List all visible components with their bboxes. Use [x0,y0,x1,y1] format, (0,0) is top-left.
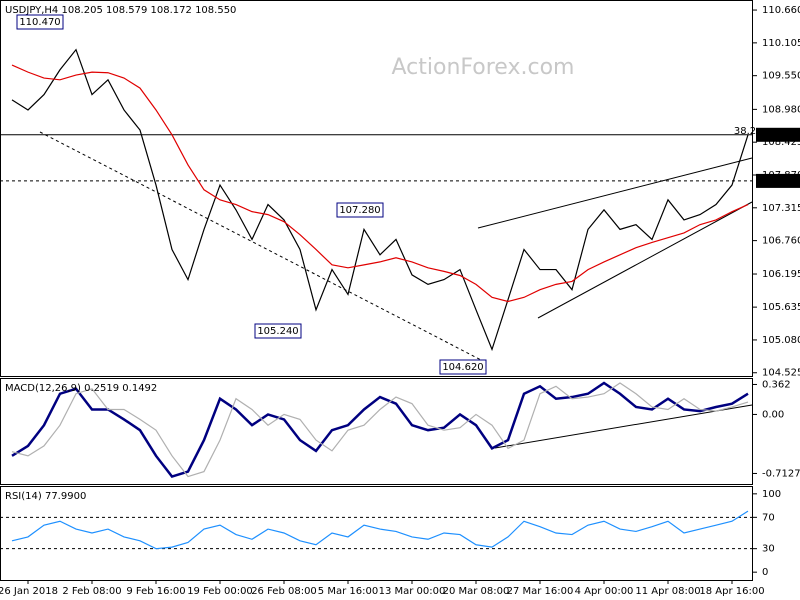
price-frame [0,0,753,377]
y-tick-label: 0 [762,567,768,578]
panel-title: USDJPY,H4 108.205 108.579 108.172 108.55… [5,5,236,16]
annotation: 104.620 [442,362,483,373]
y-tick-label: 107.315 [762,203,800,214]
annotation-box [16,14,64,30]
annotation-box [254,323,302,339]
macd-trend-line [494,404,753,449]
annotation: 105.240 [257,326,298,337]
annotation-box [439,359,487,375]
x-tick-label: 11 Apr 08:00 [635,586,700,597]
rsi-frame [0,486,753,581]
annotation: 107.280 [339,205,380,216]
series-line [11,48,749,352]
annotation: 38.2 [734,126,756,137]
x-tick-label: 18 Apr 16:00 [699,586,764,597]
y-tick-label: 108.425 [762,137,800,148]
x-tick-label: 19 Feb 00:00 [187,586,253,597]
price-label: 108.550 [760,130,800,141]
x-tick-label: 13 Mar 00:00 [379,586,446,597]
y-tick-label: -0.7127 [762,468,800,479]
y-tick-label: 110.105 [762,38,800,49]
x-tick-label: 26 Feb 08:00 [251,586,317,597]
y-tick-label: 0.362 [762,379,791,390]
x-tick-label: 9 Feb 16:00 [126,586,185,597]
x-tick-label: 26 Jan 2018 [0,586,58,597]
x-tick-label: 5 Mar 16:00 [318,586,378,597]
y-tick-label: 104.525 [762,368,800,379]
y-tick-label: 105.080 [762,335,800,346]
channel-line [477,157,753,229]
series-line [11,510,749,550]
y-tick-label: 108.980 [762,104,800,115]
y-tick-label: 106.195 [762,269,800,280]
macd-frame [0,378,753,485]
price-label: 107.770 [760,176,800,187]
series-line [11,64,749,303]
x-tick-label: 27 Mar 16:00 [507,586,574,597]
x-tick-label: 20 Mar 08:00 [443,586,510,597]
price-label-box [756,127,800,142]
x-tick-label: 4 Apr 00:00 [575,586,634,597]
y-tick-label: 30 [762,544,775,555]
panel-title: RSI(14) 77.9900 [5,491,86,502]
series-line [11,382,749,478]
channel-line [537,201,753,319]
y-tick-label: 105.635 [762,302,800,313]
panel-title: MACD(12,26,9) 0.2519 0.1492 [5,383,157,394]
y-tick-label: 106.760 [762,236,800,247]
x-tick-label: 2 Feb 08:00 [62,586,121,597]
price-label-box [756,173,800,188]
annotation: 110.470 [19,17,60,28]
annotation-box [336,202,384,218]
y-tick-label: 70 [762,512,775,523]
series-line [11,381,749,478]
y-tick-label: 100 [762,489,781,500]
y-tick-label: 110.660 [762,5,800,16]
watermark: ActionForex.com [392,55,575,80]
y-tick-label: 0.00 [762,409,784,420]
y-tick-label: 109.550 [762,71,800,82]
